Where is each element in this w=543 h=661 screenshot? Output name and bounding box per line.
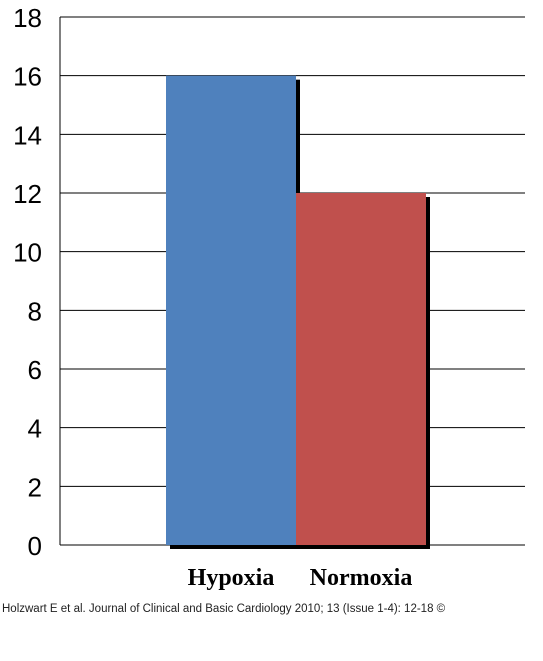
citation-text: Holzwart E et al. Journal of Clinical an…: [2, 603, 446, 615]
bars: [166, 75, 430, 550]
y-tick-label: 16: [13, 62, 42, 92]
y-axis-ticks: 0 2 4 6 8 10 12 14 16 18: [13, 3, 42, 561]
y-tick-label: 12: [13, 179, 42, 209]
y-tick-label: 10: [13, 238, 42, 268]
x-axis-labels: Hypoxia Normoxia: [188, 565, 413, 591]
x-tick-label-normoxia: Normoxia: [310, 565, 413, 591]
bar-normoxia: [296, 193, 426, 545]
y-tick-label: 14: [13, 120, 42, 150]
y-tick-label: 18: [13, 3, 42, 33]
y-tick-label: 4: [28, 414, 42, 444]
bar-chart: 0 2 4 6 8 10 12 14 16 18 Hypoxia Normoxia: [13, 3, 525, 591]
y-tick-label: 8: [28, 296, 42, 326]
y-tick-label: 2: [28, 472, 42, 502]
x-tick-label-hypoxia: Hypoxia: [188, 565, 275, 591]
y-tick-label: 6: [28, 355, 42, 385]
bar-hypoxia: [166, 75, 296, 546]
y-tick-label: 0: [28, 531, 42, 561]
